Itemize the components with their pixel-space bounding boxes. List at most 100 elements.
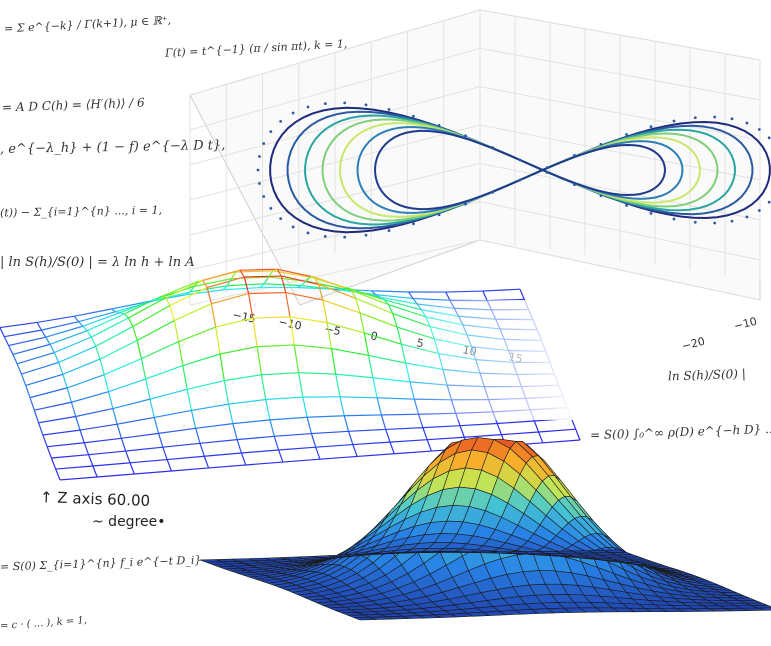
wire-segment <box>315 443 353 448</box>
wire-segment <box>260 374 267 400</box>
wire-segment <box>364 332 402 345</box>
wire-segment <box>134 470 172 475</box>
wire-segment <box>280 275 287 293</box>
lorenz-marker <box>279 217 283 221</box>
wire-segment <box>129 458 168 464</box>
wire-segment <box>190 410 197 429</box>
wire-segment <box>394 450 432 455</box>
lorenz-marker <box>412 222 415 226</box>
wire-segment <box>294 344 332 350</box>
lorenz-marker <box>491 191 495 194</box>
lorenz-marker <box>464 134 467 138</box>
wire-segment <box>383 299 390 306</box>
wire-segment <box>208 464 246 469</box>
wire-segment <box>154 409 192 419</box>
wire-segment <box>215 317 253 328</box>
wire-segment <box>177 341 184 366</box>
formula-6: | ln S(h)/S(0) | = λ ln h + ln A <box>0 255 195 270</box>
wire-segment <box>59 476 98 481</box>
wire-segment <box>248 291 286 295</box>
wire-segment <box>132 326 138 341</box>
wire-segment <box>117 416 155 425</box>
wire-segment <box>289 316 295 346</box>
wire-segment <box>422 427 428 440</box>
wire-segment <box>482 288 521 292</box>
wire-segment <box>252 318 258 347</box>
wire-segment <box>318 283 356 299</box>
wire-segment <box>25 385 31 398</box>
wire-segment <box>86 313 125 332</box>
lorenz-marker <box>412 114 415 118</box>
wire-segment <box>161 280 199 297</box>
lorenz-marker <box>306 231 310 235</box>
wire-segment <box>357 453 395 458</box>
lorenz-marker <box>364 103 368 107</box>
wire-segment <box>45 325 84 338</box>
wire-segment <box>335 374 341 397</box>
wire-segment <box>45 336 51 345</box>
wire-segment <box>371 290 409 293</box>
lorenz-marker <box>258 155 261 158</box>
wire-segment <box>219 353 225 381</box>
wire-segment <box>107 391 114 409</box>
lorenz-marker <box>672 119 676 123</box>
wire-segment <box>342 287 348 290</box>
lorenz-marker <box>343 101 347 105</box>
wire-segment <box>497 420 535 425</box>
wire-segment <box>239 268 278 271</box>
wire-segment <box>426 439 432 452</box>
lorenz-marker <box>545 171 549 174</box>
wire-segment <box>533 420 540 433</box>
wire-segment <box>88 454 94 467</box>
lorenz-marker <box>258 182 261 185</box>
wire-segment <box>51 454 89 459</box>
lorenz-marker <box>573 153 576 157</box>
wire-segment <box>372 377 378 398</box>
lorenz-marker <box>364 233 368 237</box>
wire-segment <box>367 355 374 378</box>
wire-segment <box>166 459 172 472</box>
wire-segment <box>306 417 313 434</box>
wire-segment <box>112 408 118 425</box>
wire-segment <box>29 397 35 411</box>
wire-segment <box>8 345 14 355</box>
wire-segment <box>352 444 358 457</box>
wire-segment <box>317 284 324 301</box>
wire-segment <box>375 294 381 298</box>
wire-fade <box>400 300 580 420</box>
wire-segment <box>278 449 284 463</box>
wire-segment <box>4 329 42 338</box>
wire-segment <box>141 341 179 360</box>
wire-segment <box>99 339 138 360</box>
wire-segment <box>326 322 365 334</box>
wire-segment <box>259 283 265 289</box>
wire-segment <box>195 423 233 429</box>
wire-segment <box>334 288 339 291</box>
wire-segment <box>132 304 171 328</box>
wire-segment <box>123 313 129 319</box>
lorenz-marker <box>745 215 749 219</box>
lorenz-marker <box>599 194 603 198</box>
wire-segment <box>194 278 232 287</box>
wire-segment <box>538 428 576 433</box>
wire-segment <box>71 391 109 403</box>
wire-segment <box>215 326 221 355</box>
wire-segment <box>156 295 162 300</box>
wire-segment <box>542 439 581 444</box>
wire-segment <box>58 362 64 375</box>
wire-segment <box>331 347 369 357</box>
wire-segment <box>182 365 188 390</box>
wire-segment <box>38 415 76 424</box>
wire-segment <box>313 276 320 285</box>
wire-segment <box>241 449 279 454</box>
wire-segment <box>289 316 328 324</box>
wire-segment <box>16 363 22 375</box>
wire-segment <box>36 322 42 331</box>
wire-segment <box>219 346 258 355</box>
wire-segment <box>128 317 134 327</box>
wire-segment <box>355 297 394 315</box>
wire-segment <box>128 297 167 319</box>
lorenz-marker <box>491 146 495 149</box>
wire-segment <box>104 358 142 376</box>
